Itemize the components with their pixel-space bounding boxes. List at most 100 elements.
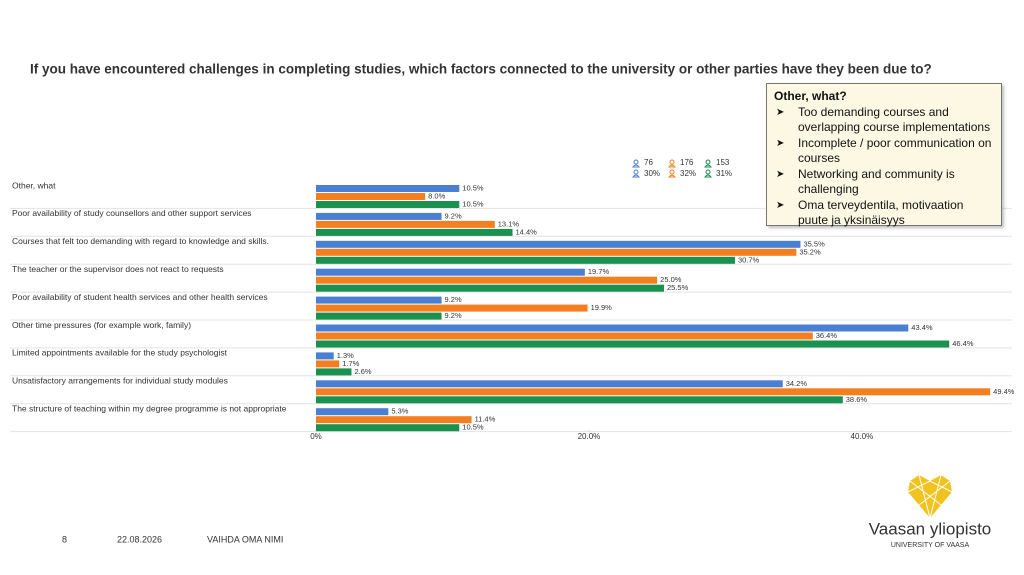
- bar: [316, 408, 389, 416]
- legend-icon: [631, 174, 641, 178]
- bar: [316, 312, 442, 320]
- value-label: 11.4%: [475, 415, 496, 424]
- logo-subtitle: UNIVERSITY OF VAASA: [891, 542, 970, 549]
- legend-count: 176: [680, 158, 694, 167]
- value-label: 2.6%: [354, 367, 371, 376]
- value-label: 35.2%: [799, 247, 821, 256]
- value-label: 10.5%: [462, 199, 484, 208]
- category-label: Other time pressures (for example work, …: [12, 320, 191, 330]
- bar: [316, 220, 495, 228]
- category-label: The teacher or the supervisor does not r…: [12, 264, 224, 274]
- legend-icon: [633, 159, 639, 165]
- bar: [316, 332, 813, 340]
- legend-share: 32%: [680, 169, 696, 178]
- author: VAIHDA OMA NIMI: [207, 534, 283, 544]
- logo-name: Vaasan yliopisto: [869, 519, 992, 538]
- bar: [316, 396, 843, 404]
- legend-icon: [669, 159, 675, 165]
- value-label: 1.3%: [337, 351, 354, 360]
- category-label: Courses that felt too demanding with reg…: [12, 236, 269, 246]
- page-number: 8: [62, 534, 67, 544]
- category-label: The structure of teaching within my degr…: [12, 403, 287, 413]
- value-label: 9.2%: [445, 295, 462, 304]
- legend-share: 30%: [644, 169, 660, 178]
- value-label: 10.5%: [462, 183, 484, 192]
- value-label: 5.3%: [391, 407, 408, 416]
- legend-icon: [667, 174, 677, 178]
- legend-icon: [703, 164, 713, 168]
- value-label: 8.0%: [428, 191, 445, 200]
- callout-title: Other, what?: [774, 89, 847, 103]
- bar: [316, 193, 426, 200]
- bar: [316, 212, 442, 220]
- bar: [316, 296, 442, 304]
- bar: [316, 388, 991, 396]
- bar: [316, 276, 658, 284]
- legend-icon: [703, 174, 713, 178]
- callout-list: Too demanding courses and overlapping co…: [774, 105, 995, 229]
- value-label: 43.4%: [911, 323, 933, 332]
- legend-icon: [667, 164, 677, 168]
- legend-share: 31%: [716, 169, 732, 178]
- value-label: 25.5%: [667, 283, 689, 292]
- value-label: 25.0%: [660, 275, 682, 284]
- value-label: 1.7%: [342, 359, 359, 368]
- x-tick-label: 40.0%: [851, 432, 874, 441]
- callout: Other, what? Too demanding courses and o…: [766, 83, 1002, 229]
- legend-icon: [669, 169, 675, 175]
- value-label: 14.4%: [516, 227, 538, 236]
- legend-icon: [633, 169, 639, 175]
- value-label: 9.2%: [445, 211, 462, 220]
- legend-icon: [705, 159, 711, 165]
- value-label: 30.7%: [738, 255, 760, 264]
- value-label: 35.5%: [803, 239, 825, 248]
- bar: [316, 185, 460, 192]
- category-label: Unsatisfactory arrangements for individu…: [12, 376, 228, 386]
- value-label: 19.7%: [588, 267, 610, 276]
- bar: [316, 240, 801, 248]
- bar: [316, 424, 460, 432]
- bar: [316, 352, 334, 360]
- value-label: 10.5%: [462, 423, 484, 432]
- value-label: 19.9%: [591, 303, 613, 312]
- x-tick-label: 0%: [310, 432, 322, 441]
- logo-mark: [907, 474, 953, 519]
- bar: [316, 340, 950, 348]
- callout-item: Oma terveydentila, motivaation puute ja …: [774, 198, 995, 229]
- value-label: 34.2%: [786, 379, 808, 388]
- callout-item: Incomplete / poor communication on cours…: [774, 136, 995, 167]
- legend-icon: [631, 164, 641, 168]
- bar: [316, 284, 664, 292]
- value-label: 36.4%: [816, 331, 838, 340]
- date: 22.08.2026: [117, 534, 162, 544]
- bar: [316, 380, 783, 388]
- legend-count: 76: [644, 158, 653, 167]
- bar: [316, 201, 460, 208]
- category-label: Limited appointments available for the s…: [12, 348, 228, 358]
- bar: [316, 360, 340, 368]
- bar: [316, 256, 735, 264]
- value-label: 49.4%: [993, 387, 1015, 396]
- category-label: Poor availability of student health serv…: [12, 292, 268, 302]
- chart-title: If you have encountered challenges in co…: [30, 62, 932, 77]
- callout-item: Too demanding courses and overlapping co…: [774, 105, 995, 136]
- bar: [316, 324, 909, 332]
- legend-count: 153: [716, 158, 730, 167]
- value-label: 46.4%: [952, 339, 974, 348]
- x-tick-label: 20.0%: [578, 432, 601, 441]
- category-label: Poor availability of study counsellors a…: [12, 208, 252, 218]
- bar: [316, 416, 472, 424]
- bar: [316, 368, 352, 376]
- bar: [316, 268, 585, 276]
- callout-item: Networking and community is challenging: [774, 167, 995, 198]
- value-label: 38.6%: [846, 395, 868, 404]
- category-label: Other, what: [12, 180, 56, 190]
- legend-icon: [705, 169, 711, 175]
- bar: [316, 304, 588, 312]
- bar: [316, 228, 513, 236]
- bar: [316, 248, 797, 256]
- value-label: 13.1%: [498, 219, 520, 228]
- value-label: 9.2%: [445, 311, 462, 320]
